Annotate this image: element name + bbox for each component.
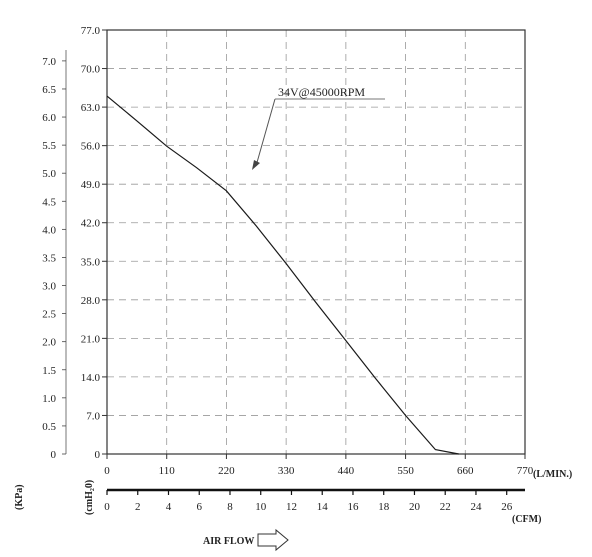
x-primary-tick-label: 660 — [457, 465, 474, 477]
x-secondary-unit: (CFM) — [512, 514, 541, 525]
y-secondary-tick-label: 6.5 — [42, 84, 56, 96]
grid — [107, 30, 525, 454]
y-primary-tick-label: 42.0 — [81, 218, 101, 230]
y-primary-unit: (cmH₂0) — [84, 480, 95, 515]
x-axis-cfm: 0 2 4 6 8 10 12 14 16 18 20 22 24 26 — [104, 488, 525, 513]
curve-annotation-label: 34V@45000RPM — [278, 85, 365, 99]
annotation-arrowhead — [252, 160, 260, 170]
y-primary-tick-label: 28.0 — [81, 295, 101, 307]
x-axis-lmin: 0 110 220 330 440 550 660 770 — [104, 454, 534, 477]
y-secondary-tick-label: 3.5 — [42, 252, 56, 264]
plot-frame — [106, 29, 526, 455]
y-primary-tick-label: 49.0 — [81, 179, 101, 191]
y-primary-tick-label: 35.0 — [81, 256, 101, 268]
y-secondary-tick-label: 1.5 — [42, 365, 56, 377]
y-primary-tick-label: 70.0 — [81, 64, 101, 76]
airflow-label: AIR FLOW — [203, 536, 254, 547]
x-secondary-tick-label: 16 — [347, 501, 359, 513]
y-secondary-tick-label: 1.0 — [42, 393, 56, 405]
curve-annotation: 34V@45000RPM — [252, 85, 385, 170]
y-secondary-tick-label: 4.5 — [42, 196, 56, 208]
x-primary-unit: (L/MIN.) — [533, 469, 572, 480]
x-primary-tick-label: 770 — [517, 465, 534, 477]
y-primary-tick-label: 14.0 — [81, 372, 101, 384]
x-secondary-tick-label: 10 — [255, 501, 267, 513]
y-primary-tick-label: 21.0 — [81, 333, 101, 345]
annotation-leader — [255, 98, 276, 167]
x-secondary-tick-label: 0 — [104, 501, 110, 513]
x-secondary-tick-label: 6 — [196, 501, 202, 513]
x-primary-tick-label: 330 — [278, 465, 295, 477]
airflow-arrow-icon — [257, 528, 289, 552]
x-secondary-tick-label: 2 — [135, 501, 141, 513]
y-primary-tick-label: 56.0 — [81, 141, 101, 153]
y-secondary-tick-label: 0.5 — [42, 421, 56, 433]
y-secondary-tick-label: 4.0 — [42, 224, 56, 236]
x-secondary-tick-label: 24 — [470, 501, 482, 513]
y-secondary-tick-label: 7.0 — [42, 56, 56, 68]
y-secondary-tick-label: 6.0 — [42, 112, 56, 124]
x-secondary-tick-label: 4 — [166, 501, 172, 513]
y-secondary-tick-label: 0 — [51, 449, 57, 461]
y-secondary-tick-label: 3.0 — [42, 281, 56, 293]
y-secondary-tick-label: 2.0 — [42, 337, 56, 349]
x-secondary-tick-label: 26 — [501, 501, 513, 513]
x-primary-tick-label: 220 — [218, 465, 235, 477]
y-secondary-tick-label: 2.5 — [42, 309, 56, 321]
x-secondary-tick-label: 8 — [227, 501, 233, 513]
y-primary-tick-label: 0 — [95, 449, 101, 461]
x-secondary-tick-label: 22 — [440, 501, 451, 513]
x-primary-tick-label: 0 — [104, 465, 110, 477]
x-primary-tick-label: 550 — [397, 465, 414, 477]
y-axis-kpa: 0 0.5 1.0 1.5 2.0 2.5 3.0 3.5 4.0 4.5 5.0 5.5 6.0 6.5… — [42, 50, 67, 461]
y-primary-tick-label: 77.0 — [81, 25, 101, 37]
x-secondary-tick-label: 18 — [378, 501, 390, 513]
series-line-34v-45000rpm — [106, 95, 459, 455]
y-axis-cmh2o: 0 7.0 14.0 21.0 28.0 35.0 42.0 49.0 56.0 63.0 70.0… — [81, 25, 107, 461]
x-secondary-tick-label: 12 — [286, 501, 297, 513]
y-primary-tick-label: 63.0 — [81, 102, 101, 114]
airflow-label-group: AIR FLOW — [203, 528, 289, 552]
y-primary-tick-label: 7.0 — [86, 410, 100, 422]
x-primary-tick-label: 440 — [338, 465, 355, 477]
y-secondary-tick-label: 5.0 — [42, 168, 56, 180]
x-secondary-tick-label: 20 — [409, 501, 421, 513]
x-primary-tick-label: 110 — [159, 465, 176, 477]
x-secondary-tick-label: 14 — [317, 501, 329, 513]
y-secondary-tick-label: 5.5 — [42, 140, 56, 152]
y-secondary-unit: (KPa) — [14, 484, 25, 510]
